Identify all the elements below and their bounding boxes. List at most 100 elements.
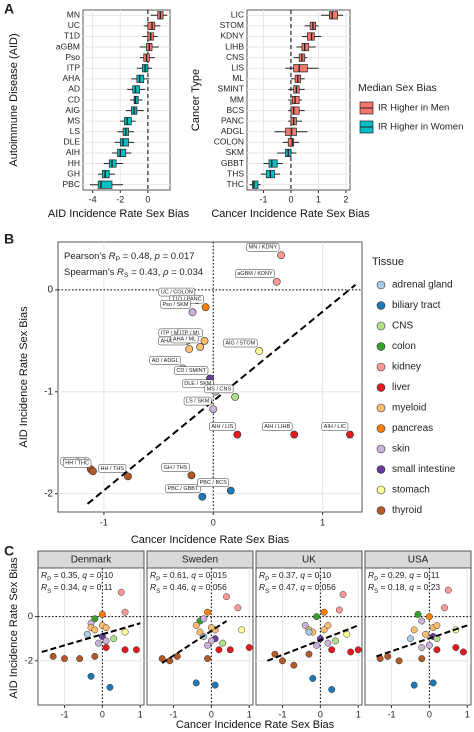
point [209,405,218,413]
annotation: Pearson's RP = 0.48, p = 0.017 [64,251,195,263]
annotation-part: = 0.47, [269,582,300,592]
box [290,106,300,115]
point [204,655,212,663]
legend-label: liver [392,382,411,393]
facet-title: USA [408,555,429,566]
point-label-text: ITP / MM [161,330,184,336]
point-label-text: AIH / LIS [211,424,233,430]
category-label: MN [67,10,80,20]
annotation-part: = 0.23 [414,582,441,592]
y-tick-label: -2 [25,655,33,666]
category-label: HH [68,158,80,168]
point [433,646,441,654]
category-label: GH [67,168,80,178]
x-tick-label: -1 [169,709,177,719]
point [196,628,204,636]
point-label-text: PBC / BCS [200,480,228,486]
point [313,613,321,621]
point [173,652,181,660]
point [429,679,437,687]
point [418,644,426,651]
x-axis-label: Cancer Incidence Rate Sex Bias [176,719,335,731]
category-label: AIH [66,147,80,157]
annotation-part: = 0.10 [305,570,332,580]
point [290,661,298,669]
point [324,622,332,629]
annotation-part: ρ [162,267,169,278]
x-axis-label: Cancer Incidence Rate Sex Bias [131,534,290,546]
point [198,492,207,501]
annotation-part: = 0.48, [120,251,155,262]
category-label: PBC [63,179,80,189]
point [121,646,129,654]
point [192,679,200,687]
panel-label: C [4,543,14,559]
point-label-text: GH / THS [164,465,188,471]
point-label-box [183,396,212,406]
point [313,641,321,649]
category-label: UC [68,20,80,30]
y-tick-label: 0 [47,285,53,296]
annotation-part: = 0.29, [378,570,409,580]
annotation: RS = 0.18, q = 0.23 [368,582,440,594]
point [211,681,219,689]
point-label-box [197,478,230,487]
annotation-part: R [259,570,265,580]
annotation: RS = 0.34, q = 0.11 [41,582,113,594]
legend-label: pancreas [392,423,433,434]
point-label-box [170,334,199,344]
annotation-part: = 0.11 [414,570,440,580]
annotation-part: S [47,588,51,595]
legend-label: myeloid [392,403,426,414]
category-label: T1D [64,31,80,41]
annotation-part: = 0.056 [305,582,336,592]
point-label-box [165,484,201,493]
x-tick-label: 1 [356,709,361,719]
point-label: UC / COLON [158,287,196,297]
annotation-part: Pearson's [64,251,109,262]
category-label: BCS [227,105,245,115]
box [119,138,129,147]
category-label: LIHB [225,41,244,51]
point [201,303,210,312]
annotation-part: = 0.34, [51,582,82,592]
legend-label: biliary tract [392,300,441,311]
x-tick-label: 1 [138,709,143,719]
panel-label: A [4,1,14,17]
x-tick-label: -2 [116,194,124,204]
point-label: AIH / LIHB [261,422,293,431]
legend-swatch [376,321,386,331]
point-label: CD / SMINT [174,366,209,375]
point-label: HH / THC [63,458,92,468]
annotation-part: R [41,570,47,580]
point [95,639,103,647]
annotation-part: = 0.10 [87,570,114,580]
point [124,472,132,481]
annotation-part: P [156,576,160,583]
x-tick-label: 0 [145,194,150,204]
point-label: Pso / SKM [160,300,191,309]
point-label-text: AIH / LIHB [264,424,290,430]
point [49,652,57,660]
annotation: RS = 0.46, q = 0.056 [150,582,227,594]
point-label-box [98,464,127,473]
point [188,308,197,317]
fit-line [86,284,357,505]
point [234,604,242,612]
point [410,681,418,689]
legend-swatch [376,506,386,515]
point-label-text: HH / THS [101,466,125,472]
annotation-part: R [150,570,156,580]
annotation-part: P [265,576,269,583]
annotation-part: q [409,570,414,580]
annotation-part: R [368,582,374,592]
x-tick-label: -4 [89,194,97,204]
category-label: SMINT [218,84,244,94]
point-label-text: Pso / SKM [163,302,189,308]
point [102,644,110,651]
point-label-text: PBC / GBBT [167,486,199,492]
point [354,646,362,654]
point [76,655,84,663]
point [102,637,110,645]
